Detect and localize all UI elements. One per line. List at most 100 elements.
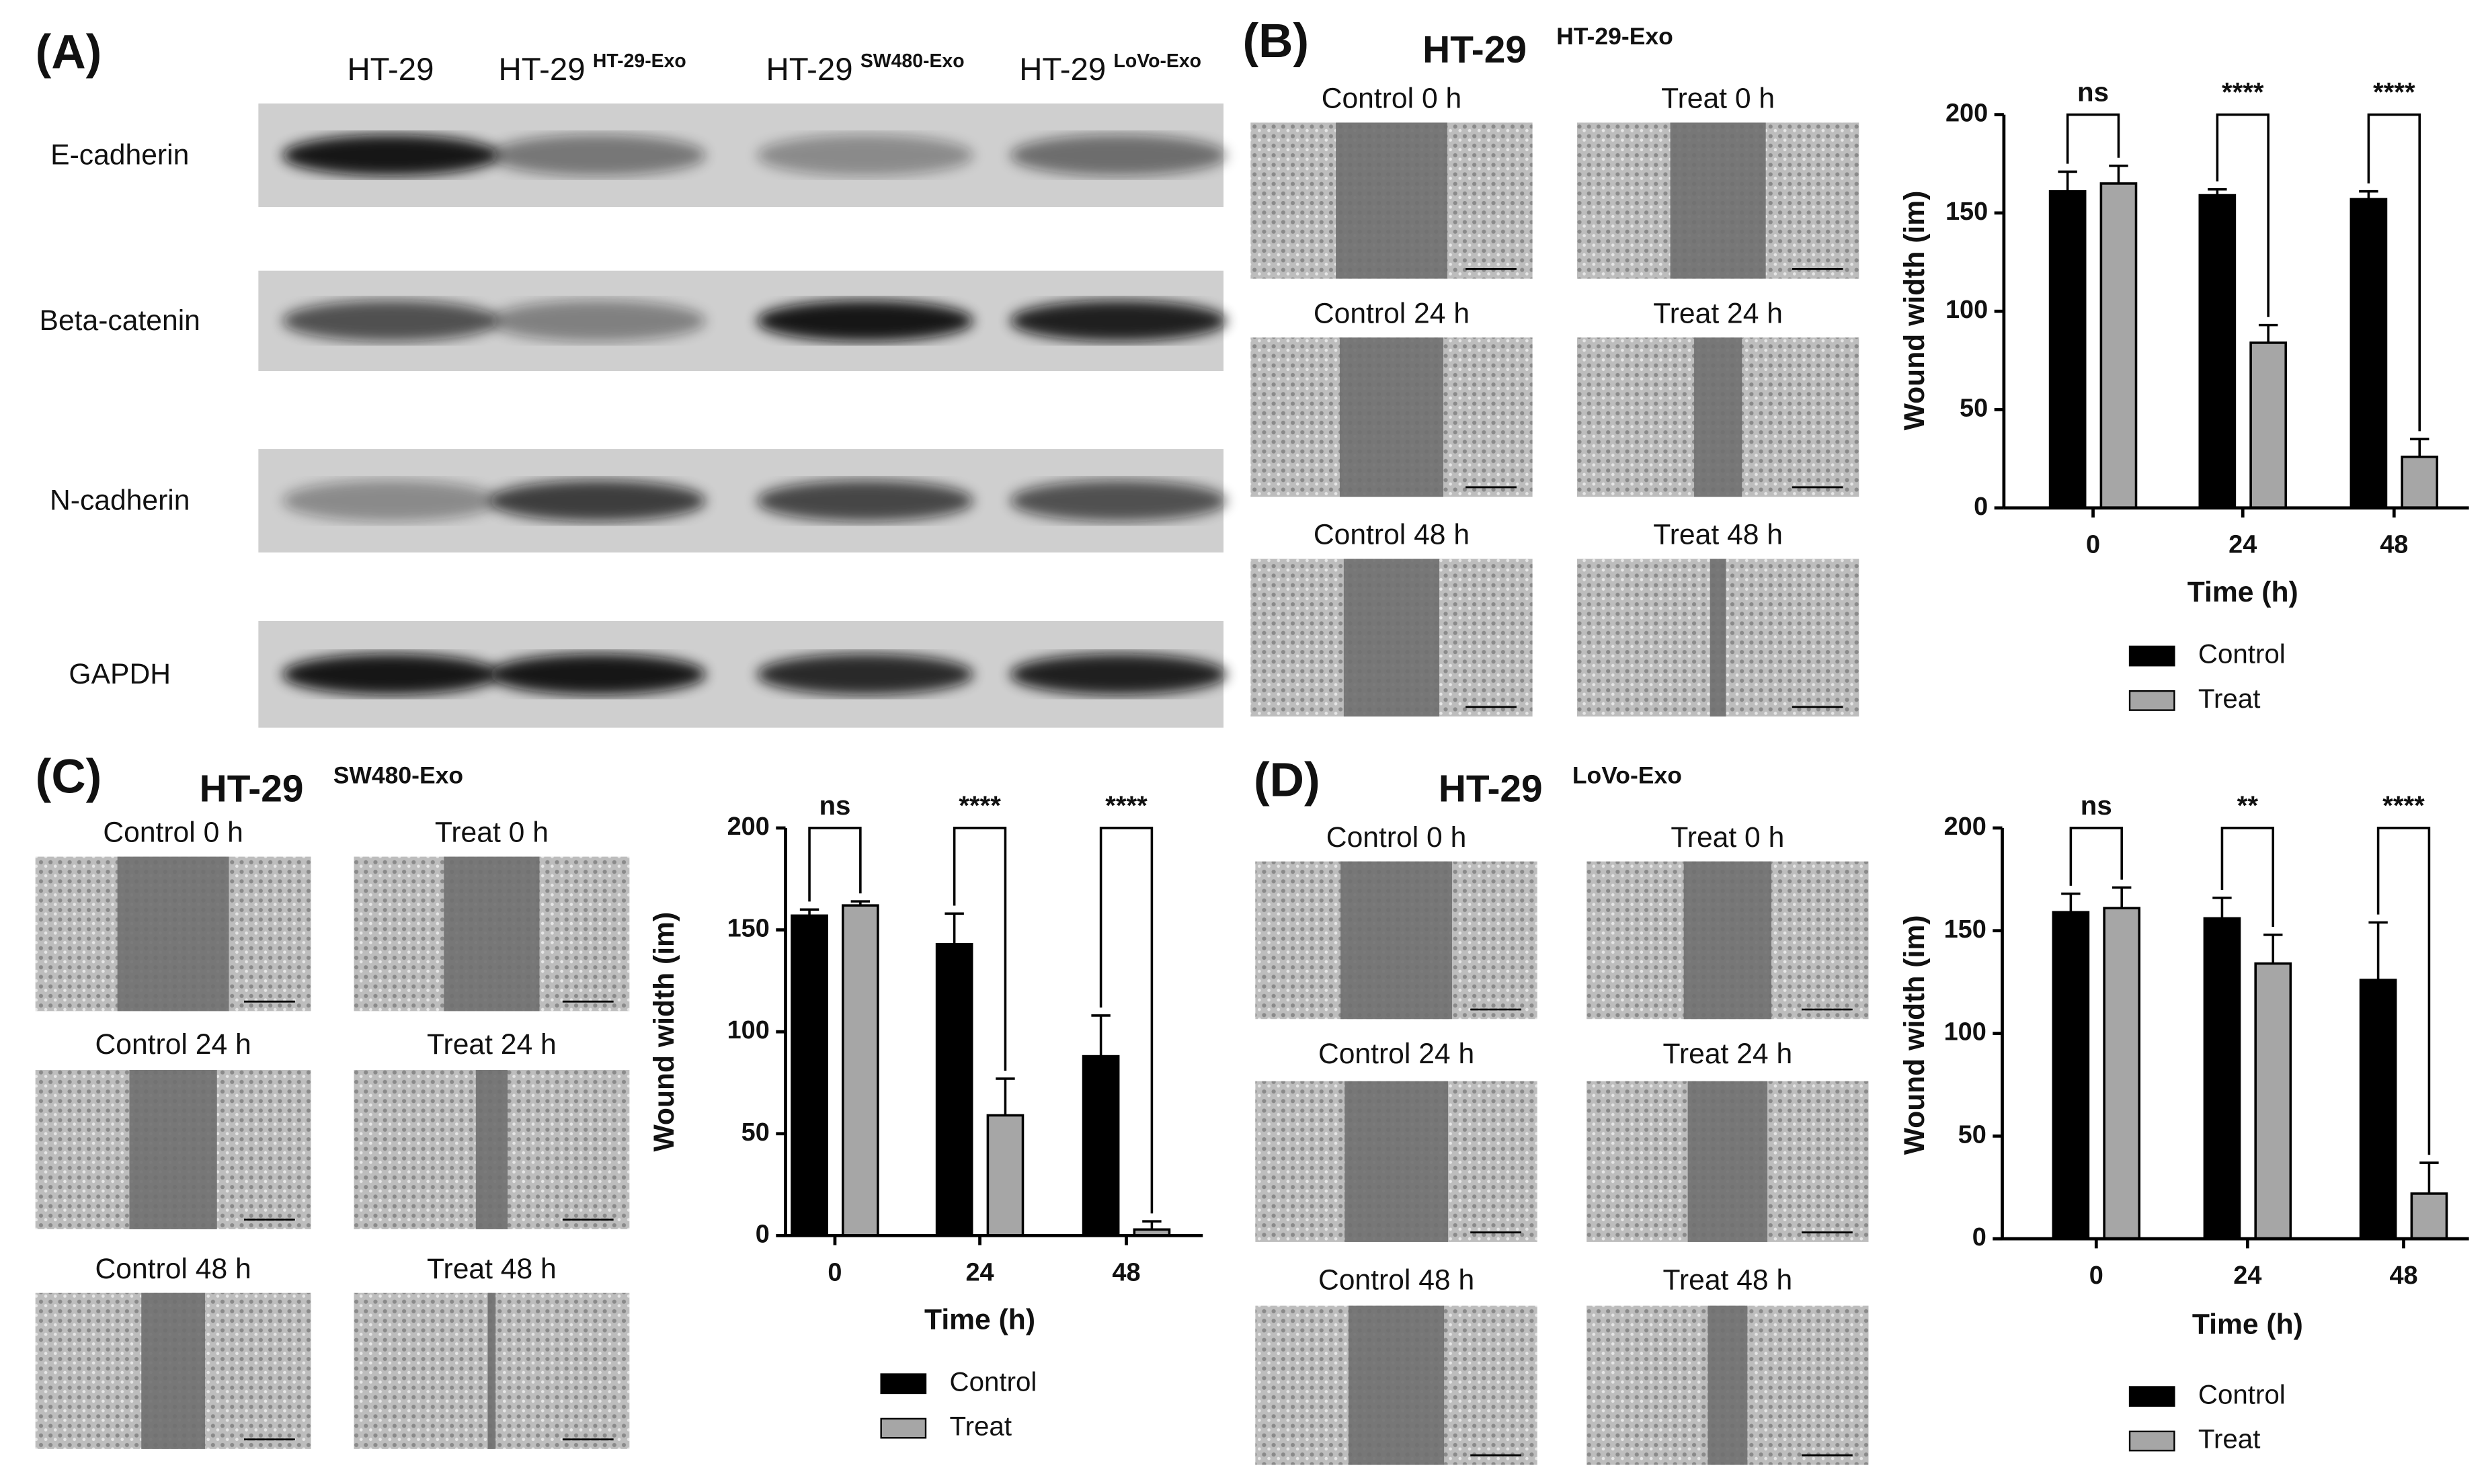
blot-band — [1010, 653, 1227, 696]
x-tick-label: 0 — [2086, 531, 2100, 559]
legend-label: Treat — [950, 1411, 1012, 1442]
image-label: Treat 0 h — [1661, 83, 1775, 115]
wound-gap — [1710, 559, 1726, 717]
wound-gap — [1343, 559, 1440, 717]
wound-gap — [1336, 122, 1447, 279]
bar — [2350, 198, 2388, 509]
panel-label: (C) — [36, 751, 102, 804]
wound-gap — [1694, 337, 1742, 497]
y-tick-label: 200 — [1945, 99, 1988, 128]
significance-bracket — [2376, 827, 2431, 1155]
y-tick-label: 100 — [1944, 1018, 1986, 1046]
blot-band — [489, 653, 707, 696]
wound-gap — [487, 1292, 496, 1449]
x-axis-label: Time (h) — [2192, 1309, 2303, 1341]
blot-band — [282, 653, 499, 696]
y-tick-label: 50 — [1958, 1120, 1986, 1149]
lane-label-superscript: LoVo-Exo — [1114, 50, 1201, 72]
error-bar — [2109, 164, 2128, 183]
bar — [2198, 194, 2237, 509]
image-label: Control 48 h — [95, 1253, 251, 1285]
y-tick-label: 200 — [1944, 813, 1986, 841]
y-tick-label: 100 — [727, 1016, 770, 1044]
image-label: Treat 24 h — [1662, 1038, 1792, 1070]
y-axis-label: Wound width (im) — [1898, 915, 1931, 1155]
blot-band — [489, 300, 707, 342]
x-tick-label: 24 — [2228, 531, 2257, 559]
legend-swatch — [2128, 690, 2175, 711]
error-bar — [996, 1077, 1015, 1116]
significance-label: **** — [2373, 77, 2415, 107]
error-bar — [1142, 1220, 1162, 1230]
error-bar — [1091, 1014, 1111, 1057]
x-tick-label: 48 — [2389, 1262, 2417, 1290]
y-tick-label: 50 — [1960, 394, 1988, 422]
blot-band — [1010, 480, 1227, 522]
image-label: Treat 0 h — [1671, 821, 1784, 854]
legend-swatch — [2128, 1386, 2175, 1407]
y-tick-label: 200 — [727, 813, 770, 841]
chart-title: HT-29 — [1422, 29, 1527, 71]
y-tick-label: 150 — [1944, 915, 1986, 944]
image-label: Treat 24 h — [1653, 297, 1783, 329]
panel-label: (D) — [1254, 753, 1320, 807]
significance-bracket — [2069, 827, 2123, 886]
lane-label: HT-29 — [347, 52, 434, 87]
bar — [2103, 907, 2141, 1240]
wound-gap — [117, 856, 229, 1012]
error-bar — [2208, 188, 2227, 196]
y-tick-label: 150 — [1945, 198, 1988, 226]
x-tick-label: 0 — [828, 1258, 842, 1286]
image-label: Treat 0 h — [435, 817, 549, 849]
bar — [2410, 1192, 2448, 1240]
bar — [986, 1114, 1025, 1237]
legend-swatch — [880, 1373, 927, 1395]
y-axis-label: Wound width (im) — [1898, 191, 1931, 431]
blot-band — [756, 300, 974, 342]
legend-label: Control — [950, 1366, 1037, 1397]
error-bar — [2061, 892, 2081, 913]
error-bar — [850, 900, 871, 906]
wound-gap — [444, 856, 540, 1012]
error-bar — [2258, 323, 2278, 343]
bar — [2254, 962, 2292, 1240]
legend-swatch — [880, 1417, 927, 1439]
significance-bracket — [1099, 827, 1154, 1214]
significance-label: ** — [2237, 790, 2259, 821]
protein-label: Beta-catenin — [40, 304, 200, 337]
wound-gap — [129, 1070, 217, 1229]
image-label: Control 0 h — [103, 817, 243, 849]
protein-label: GAPDH — [69, 658, 171, 690]
x-axis-label: Time (h) — [924, 1304, 1035, 1336]
image-label: Control 0 h — [1322, 83, 1462, 115]
error-bar — [2058, 170, 2077, 192]
significance-label: ns — [819, 790, 850, 821]
image-label: Treat 48 h — [1662, 1264, 1792, 1296]
error-bar — [2359, 190, 2378, 200]
error-bar — [2263, 934, 2283, 964]
lane-label: HT-29 — [499, 52, 586, 87]
panel-label: (A) — [36, 26, 102, 79]
legend-label: Treat — [2198, 1424, 2261, 1454]
error-bar — [2212, 897, 2232, 919]
bar — [935, 943, 973, 1237]
significance-bracket — [953, 827, 1007, 1071]
image-label: Treat 24 h — [427, 1028, 557, 1061]
bar — [791, 914, 828, 1237]
significance-label: **** — [2382, 790, 2425, 821]
significance-label: **** — [1105, 790, 1148, 821]
legend-label: Control — [2198, 1379, 2286, 1409]
image-label: Treat 48 h — [1653, 519, 1783, 551]
wound-gap — [141, 1292, 205, 1449]
y-tick-label: 50 — [741, 1118, 770, 1147]
x-tick-label: 48 — [1112, 1258, 1140, 1286]
wound-gap — [1670, 122, 1766, 279]
y-axis-label: Wound width (im) — [648, 912, 680, 1152]
lane-label: HT-29 — [1019, 52, 1106, 87]
bar — [2052, 911, 2090, 1240]
bar — [2099, 182, 2138, 509]
significance-label: ns — [2081, 790, 2112, 821]
blot-band — [756, 653, 974, 696]
blot-band — [489, 480, 707, 522]
